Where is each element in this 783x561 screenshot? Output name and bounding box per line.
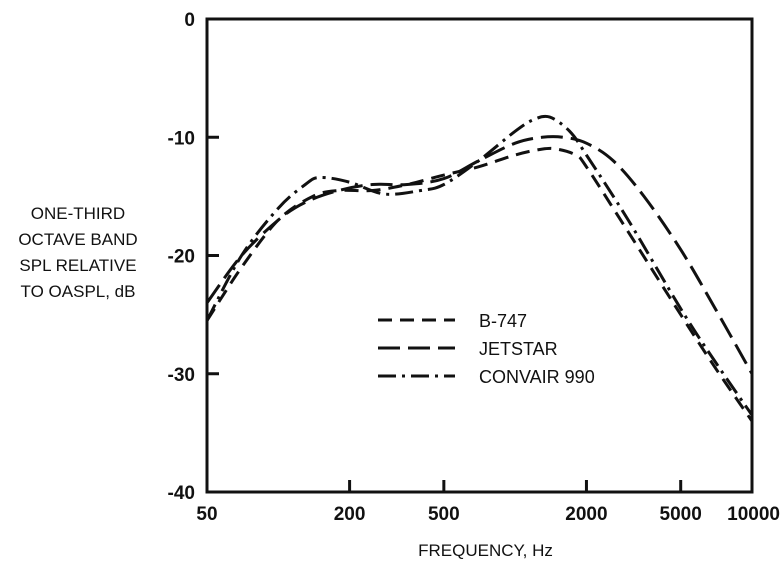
y-axis-title: ONE-THIRD OCTAVE BAND SPL RELATIVE TO OASPL… <box>18 204 137 301</box>
y-tick-label: 0 <box>184 10 195 31</box>
legend-label: CONVAIR 990 <box>479 367 595 387</box>
x-tick-label: 10000 <box>727 504 780 525</box>
y-axis-title-line: OCTAVE BAND <box>18 230 137 249</box>
series-layer <box>205 114 754 422</box>
x-axis: 50 200 500 2000 5000 10000 <box>196 480 780 525</box>
legend: B-747 JETSTAR CONVAIR 990 <box>378 311 595 387</box>
x-tick-label: 500 <box>428 504 460 525</box>
y-tick-label: -30 <box>168 365 195 386</box>
x-tick-label: 200 <box>334 504 366 525</box>
y-tick-label: -20 <box>168 247 195 268</box>
y-axis-title-line: TO OASPL, dB <box>21 282 136 301</box>
y-axis-title-line: ONE-THIRD <box>31 204 125 223</box>
legend-label: JETSTAR <box>479 339 558 359</box>
series-line-convair-990 <box>205 114 754 416</box>
x-tick-label: 5000 <box>660 504 702 525</box>
y-tick-label: -40 <box>168 483 195 504</box>
x-tick-label: 50 <box>196 504 217 525</box>
plot-frame <box>205 17 754 494</box>
x-tick-label: 2000 <box>565 504 607 525</box>
y-axis: 0 -10 -20 -30 -40 <box>168 10 219 504</box>
y-axis-title-line: SPL RELATIVE <box>19 256 136 275</box>
y-tick-label: -10 <box>168 128 195 149</box>
series-line-b-747 <box>205 146 754 422</box>
legend-label: B-747 <box>479 311 527 331</box>
x-axis-title: FREQUENCY, Hz <box>418 541 553 560</box>
series-line-jetstar <box>205 135 754 375</box>
